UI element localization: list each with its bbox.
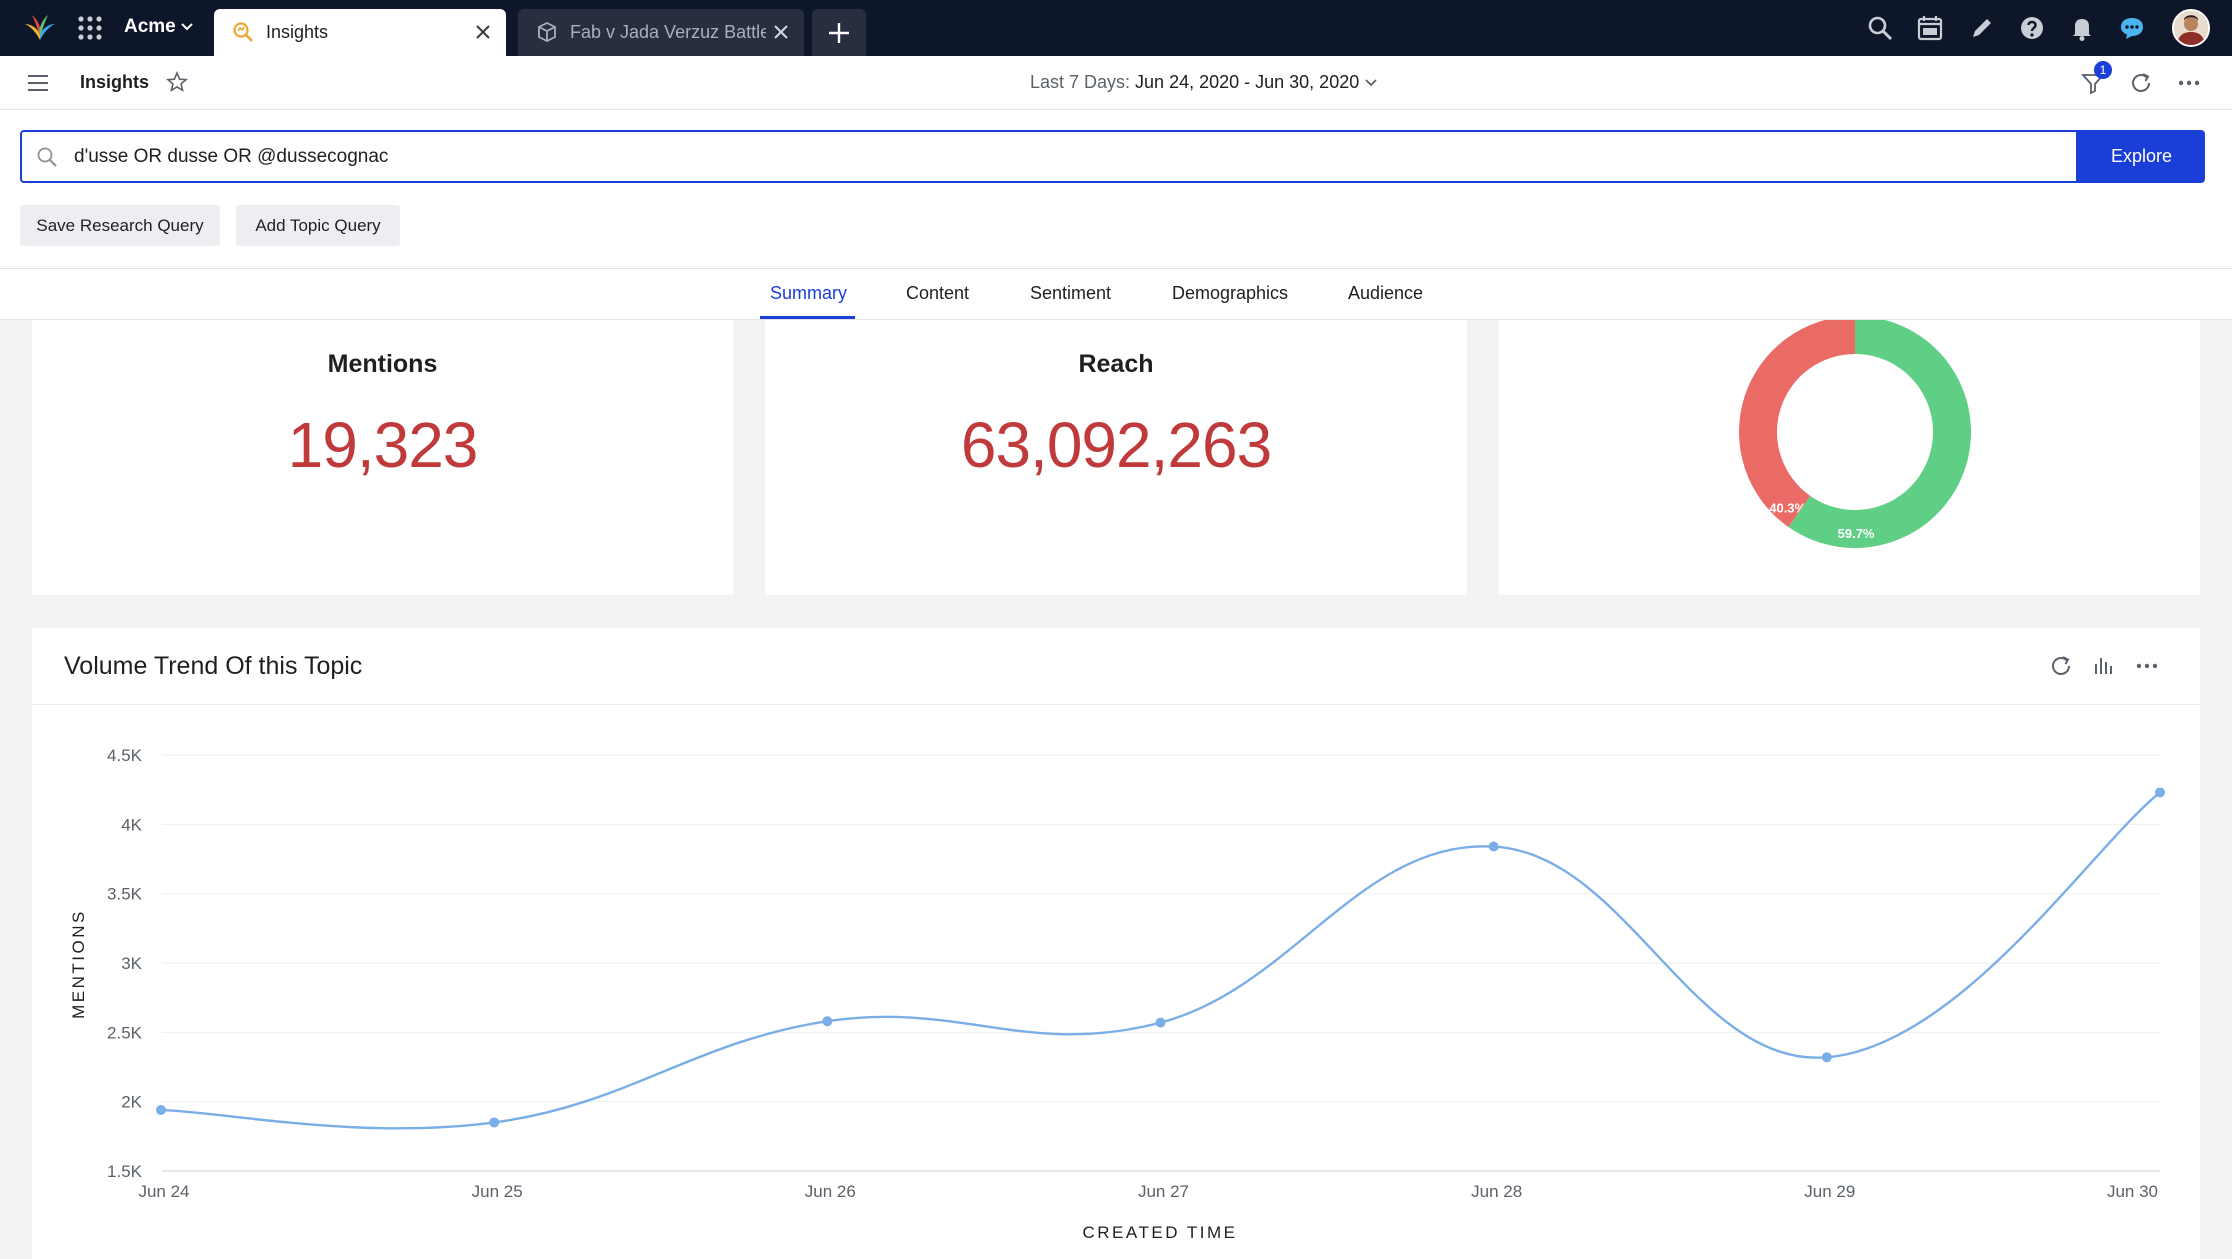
x-tick-label: Jun 28	[1471, 1182, 1522, 1201]
more-options-icon[interactable]	[2135, 654, 2159, 678]
x-tick-label: Jun 26	[805, 1182, 856, 1201]
donut-slice[interactable]	[1788, 316, 1971, 548]
x-tick-label: Jun 27	[1138, 1182, 1189, 1201]
help-icon[interactable]	[2018, 14, 2046, 42]
donut-slice[interactable]	[1739, 316, 1855, 528]
refresh-icon[interactable]	[2128, 70, 2154, 96]
mentions-value: 19,323	[287, 409, 479, 481]
search-box[interactable]	[20, 130, 2078, 183]
top-bar: Acme Insights Fab v Jada Verzuz Battle	[0, 0, 2232, 56]
compose-icon[interactable]	[1968, 14, 1996, 42]
data-point[interactable]	[156, 1104, 166, 1115]
donut-slice-label: 40.3%	[1769, 500, 1806, 515]
date-range-value: Jun 24, 2020 - Jun 30, 2020	[1135, 72, 1360, 92]
reach-value: 63,092,263	[960, 409, 1272, 481]
star-icon[interactable]	[166, 71, 188, 93]
active-tab-indicator	[760, 316, 855, 319]
logo-icon[interactable]	[22, 10, 58, 46]
query-area: Explore Save Research Query Add Topic Qu…	[0, 110, 2232, 268]
tab-content[interactable]: Content	[906, 283, 970, 303]
tab-audience[interactable]: Audience	[1348, 283, 1424, 303]
y-axis-label: MENTIONS	[69, 909, 88, 1019]
x-tick-label: Jun 25	[472, 1182, 523, 1201]
chat-icon[interactable]	[2118, 14, 2146, 42]
date-range-prefix: Last 7 Days:	[1030, 72, 1136, 92]
divider	[32, 704, 2200, 705]
data-point[interactable]	[822, 1016, 833, 1027]
reach-title: Reach	[1078, 350, 1154, 378]
volume-trend-card: Volume Trend Of this Topic 1.5K 2K 2.5K 3K 3…	[32, 628, 2200, 1259]
data-point[interactable]	[2155, 787, 2165, 798]
y-tick-label: 3K	[121, 954, 142, 973]
refresh-icon[interactable]	[2049, 654, 2073, 678]
y-tick-label: 3.5K	[107, 885, 143, 904]
user-avatar-icon	[2174, 11, 2208, 45]
data-point[interactable]	[1488, 841, 1499, 852]
tab-label: Fab v Jada Verzuz Battle	[570, 22, 766, 42]
search-icon	[37, 147, 57, 167]
menu-icon[interactable]	[26, 72, 50, 94]
chevron-down-icon[interactable]	[1364, 76, 1378, 90]
donut-slice-label: 59.7%	[1838, 526, 1875, 541]
bar-chart-icon[interactable]	[2092, 654, 2116, 678]
chart-title: Volume Trend Of this Topic	[64, 652, 363, 680]
plus-icon	[829, 23, 849, 43]
date-range-selector[interactable]: Last 7 Days: Jun 24, 2020 - Jun 30, 2020	[1030, 72, 1359, 93]
close-icon[interactable]	[772, 23, 790, 41]
more-options-icon[interactable]	[2176, 70, 2202, 96]
explore-button[interactable]: Explore	[2078, 130, 2205, 183]
y-tick-label: 4.5K	[107, 746, 143, 765]
sentiment-donut-chart: 40.3% 59.7%	[1739, 316, 1971, 548]
save-research-query-button[interactable]: Save Research Query	[20, 205, 220, 246]
new-tab-button[interactable]	[812, 9, 866, 56]
reach-card: Reach 63,092,263	[765, 320, 1467, 595]
data-point[interactable]	[1821, 1052, 1832, 1063]
data-point[interactable]	[489, 1117, 500, 1128]
y-tick-label: 2K	[121, 1093, 142, 1112]
x-tick-label: Jun 30	[2107, 1182, 2158, 1201]
insights-icon	[233, 22, 253, 42]
tab-fab-v-jada[interactable]: Fab v Jada Verzuz Battle	[518, 9, 804, 56]
app-header: Insights Last 7 Days: Jun 24, 2020 - Jun…	[0, 56, 2232, 110]
mentions-title: Mentions	[327, 350, 438, 378]
page-title: Insights	[80, 72, 150, 92]
filter-count-badge: 1	[2094, 61, 2112, 79]
tab-demographics[interactable]: Demographics	[1172, 283, 1289, 303]
chevron-down-icon[interactable]	[180, 20, 194, 34]
avatar[interactable]	[2172, 9, 2210, 47]
tab-label: Insights	[266, 22, 329, 42]
search-icon[interactable]	[1866, 14, 1894, 42]
cube-icon	[538, 21, 556, 43]
sentiment-card: 40.3% 59.7%	[1499, 316, 2200, 595]
tab-insights[interactable]: Insights	[214, 9, 506, 56]
y-tick-label: 2.5K	[107, 1023, 143, 1042]
section-tabs: Summary Content Sentiment Demographics A…	[0, 268, 2232, 320]
workspace-name[interactable]: Acme	[124, 16, 176, 37]
close-icon[interactable]	[474, 23, 492, 41]
series-line	[160, 791, 2161, 1130]
tab-sentiment[interactable]: Sentiment	[1030, 283, 1112, 303]
mentions-card: Mentions 19,323	[32, 320, 733, 595]
x-tick-label: Jun 29	[1804, 1182, 1855, 1201]
x-axis-label: CREATED TIME	[1083, 1223, 1238, 1242]
apps-grid-icon[interactable]	[76, 14, 104, 42]
volume-line-chart: 1.5K 2K 2.5K 3K 3.5K 4K 4.5K Jun 24 Jun 25 Jun 26…	[69, 746, 2165, 1242]
search-input[interactable]	[74, 142, 2054, 172]
y-tick-label: 1.5K	[107, 1162, 143, 1181]
bell-icon[interactable]	[2068, 14, 2096, 42]
y-tick-label: 4K	[121, 815, 142, 834]
data-point[interactable]	[1155, 1017, 1166, 1028]
calendar-icon[interactable]	[1916, 14, 1944, 42]
add-topic-query-button[interactable]: Add Topic Query	[236, 205, 400, 246]
tab-summary[interactable]: Summary	[770, 283, 848, 303]
x-tick-label: Jun 24	[138, 1182, 189, 1201]
